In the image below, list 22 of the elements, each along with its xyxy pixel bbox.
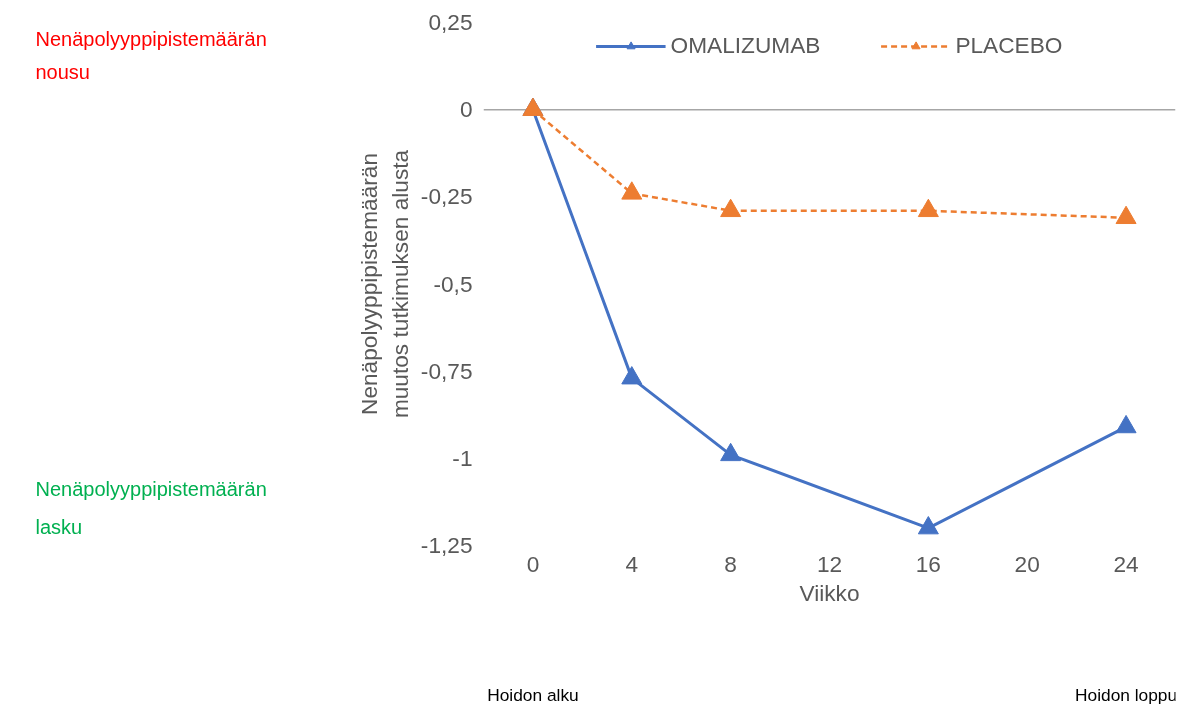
- y-tick-label: -1,25: [420, 532, 473, 558]
- y-tick-label: 0,25: [428, 9, 473, 35]
- x-tick-label: 24: [1113, 550, 1139, 577]
- y-tick-label: -1: [452, 444, 473, 471]
- x-tick-label: 0: [526, 550, 540, 577]
- text: Nenäpolyyppipistemäärän nousu: [35, 27, 267, 83]
- text: Hoidon alku: [487, 684, 579, 705]
- y-axis-title: Nenäpolyyppipistemäärän muutos tutkimuksen alusta: [355, 149, 413, 419]
- text: Hoidon loppu: [1075, 684, 1178, 705]
- y-tick-label: -0,25: [420, 183, 473, 210]
- x-tick-label: 8: [724, 550, 737, 577]
- x-axis-title: Viikko: [799, 579, 860, 606]
- x-tick-label: 20: [1014, 550, 1040, 577]
- y-tick-label: 0: [459, 96, 473, 123]
- y-tick-label: -0,5: [433, 270, 473, 297]
- x-tick-label: 4: [625, 550, 639, 577]
- legend-label: PLACEBO: [955, 32, 1063, 59]
- x-tick-label: 12: [816, 550, 843, 577]
- x-tick-label: 16: [915, 550, 941, 577]
- text: Nenäpolyyppipistemäärän lasku: [35, 477, 267, 538]
- legend-label: OMALIZUMAB: [670, 32, 821, 59]
- y-tick-label: -0,75: [420, 357, 473, 384]
